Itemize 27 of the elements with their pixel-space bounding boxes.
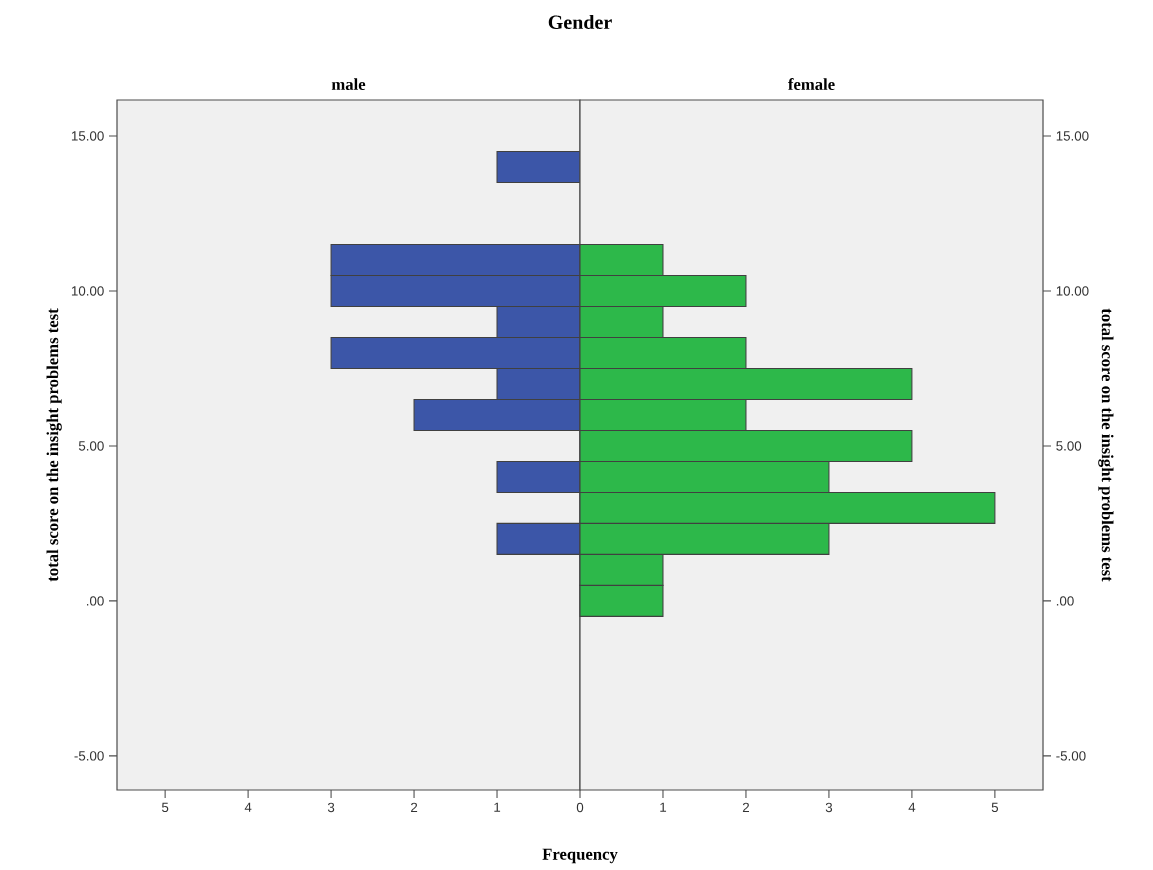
y-axis-title: total score on the insight problems test (46, 308, 62, 582)
y-tick-label: .00 (1056, 596, 1074, 606)
chart-title: male (331, 78, 366, 90)
y-tick-label: -5.00 (74, 751, 104, 761)
chart-title: female (788, 78, 835, 90)
x-tick-label: 3 (825, 802, 833, 813)
x-tick-label: 1 (660, 802, 667, 812)
y-tick-label: 5.00 (78, 441, 104, 451)
text: Gender (548, 14, 612, 30)
x-tick-label: 2 (411, 802, 418, 813)
y-tick-label: 15.00 (71, 131, 104, 141)
x-tick-label: 3 (327, 802, 335, 813)
x-tick-label: 0 (576, 802, 584, 813)
y-axis-title: total score on the insight problems test (1098, 308, 1114, 582)
x-tick-label: 4 (908, 802, 916, 812)
y-tick-label: -5.00 (1056, 751, 1086, 761)
y-tick-label: 10.00 (1056, 286, 1089, 296)
x-tick-label: 4 (244, 802, 252, 812)
x-tick-label: 5 (991, 802, 999, 812)
x-axis-title: Frequency (542, 848, 618, 864)
y-tick-label: 15.00 (1056, 131, 1089, 141)
x-tick-label: 5 (161, 802, 169, 812)
x-tick-label: 2 (742, 802, 749, 813)
x-tick-label: 1 (494, 802, 501, 812)
y-tick-label: .00 (86, 596, 104, 606)
y-tick-label: 5.00 (1056, 441, 1082, 451)
y-tick-label: 10.00 (71, 286, 104, 296)
